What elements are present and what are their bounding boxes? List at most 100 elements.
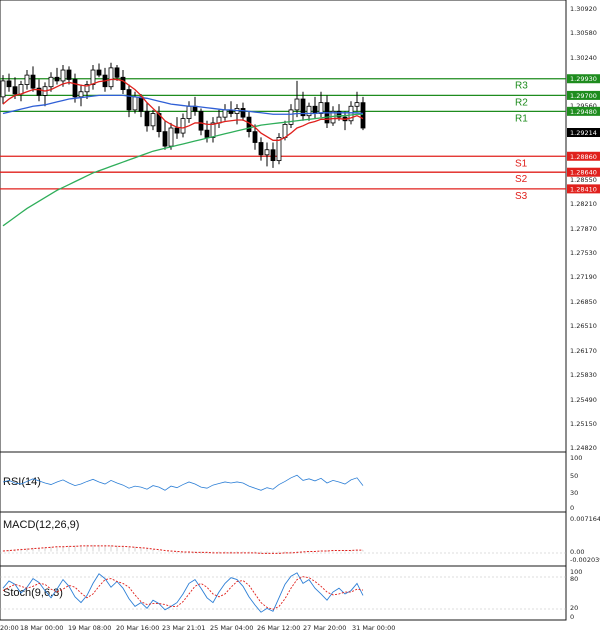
candle-down [6,80,12,88]
candle-up [276,137,282,162]
price-tick: 1.30920 [570,5,597,13]
candle-up [150,113,156,127]
candle-down [96,69,102,76]
candle-up [84,84,90,93]
candle-down [174,127,180,134]
level-name-r2: R2 [515,97,528,108]
level-name-r3: R3 [515,81,528,92]
candle-up [294,98,300,111]
price-tick: 1.29560 [570,102,597,110]
level-name-s2: S2 [515,174,528,185]
level-price-label: 1.28860 [570,153,597,161]
level-price-label: 1.28640 [570,169,597,177]
level-price-label: 1.29480 [570,108,597,116]
price-tick: 1.26850 [570,298,597,306]
time-tick: 27 Mar 20:00 [303,624,346,632]
candle-up [78,91,84,98]
candle-up [108,67,114,88]
candle-up [168,127,174,147]
candle-down [120,76,126,91]
moving-average-slow [2,113,363,227]
time-tick: 18 Mar 00:00 [20,624,63,632]
price-tick: 1.24820 [570,444,597,452]
stoch-panel-frame [0,565,567,621]
time-tick: 31 Mar 00:00 [352,624,395,632]
price-tick: 1.27530 [570,249,597,257]
candle-down [252,131,258,143]
stoch-tick: 100 [570,568,582,576]
candle-up [318,102,324,114]
candle-up [18,84,24,95]
candle-up [60,69,66,82]
price-tick: 1.25150 [570,420,597,428]
price-tick: 1.28210 [570,200,597,208]
candle-down [144,110,150,127]
moving-average-mid [2,94,364,115]
level-price-box [567,90,600,100]
time-tick: 20 Mar 16:00 [116,624,159,632]
level-name-s3: S3 [515,191,528,202]
level-price-label: 1.29700 [570,92,597,100]
candle-up [282,123,288,138]
candle-up [0,80,6,98]
candle-down [270,149,276,162]
current-price-label: 1.29214 [570,129,597,137]
price-tick: 1.27190 [570,273,597,281]
macd-label: MACD(12,26,9) [3,519,79,531]
current-price-box [567,128,600,137]
macd-signal-line [2,545,363,554]
level-price-label: 1.28410 [570,185,597,193]
candle-down [12,86,18,95]
candle-down [300,98,306,117]
rsi-tick: 50 [570,472,578,480]
price-tick: 1.30580 [570,29,597,37]
time-tick: 19 Mar 08:00 [68,624,111,632]
price-panel-frame [0,0,567,453]
price-tick: 1.26510 [570,322,597,330]
macd-panel-frame [0,511,567,567]
stoch-tick: 0 [570,613,574,621]
level-price-box [567,74,600,84]
candle-down [198,110,204,131]
rsi-tick: 30 [570,489,578,497]
time-tick: 26 Mar 12:00 [257,624,300,632]
candle-up [210,122,216,138]
price-tick: 1.26170 [570,347,597,355]
rsi-line [2,474,364,491]
candle-down [240,108,246,118]
level-price-box [567,151,600,161]
level-price-box [567,184,600,194]
stoch-signal-line [2,576,364,610]
rsi-tick: 100 [570,454,582,462]
candle-up [24,74,30,85]
price-tick: 1.27870 [570,225,597,233]
stoch-tick: 80 [570,575,578,583]
time-tick: 23 Mar 21:01 [162,624,205,632]
moving-average-fast [2,78,364,141]
price-tick: 1.30240 [570,54,597,62]
macd-tick: 0.00 [570,548,584,556]
level-price-label: 1.29930 [570,75,597,83]
candle-down [162,131,168,147]
candle-down [138,96,144,112]
level-name-s1: S1 [515,158,528,169]
candle-up [186,105,192,119]
time-tick: 20:00 [0,624,19,632]
rsi-label: RSI(14) [3,476,41,488]
candle-down [36,87,42,96]
rsi-panel-frame [0,451,567,513]
candle-up [306,105,312,117]
candle-down [204,129,210,138]
candle-down [126,89,132,111]
candle-up [354,102,360,107]
price-tick: 1.25830 [570,371,597,379]
level-price-box [567,106,600,116]
stoch-main-line [2,572,364,613]
candle-up [348,105,354,122]
price-tick: 1.25490 [570,396,597,404]
price-tick: 1.28550 [570,176,597,184]
candle-down [72,79,78,98]
candle-up [90,69,96,85]
rsi-tick: 0 [570,504,574,512]
